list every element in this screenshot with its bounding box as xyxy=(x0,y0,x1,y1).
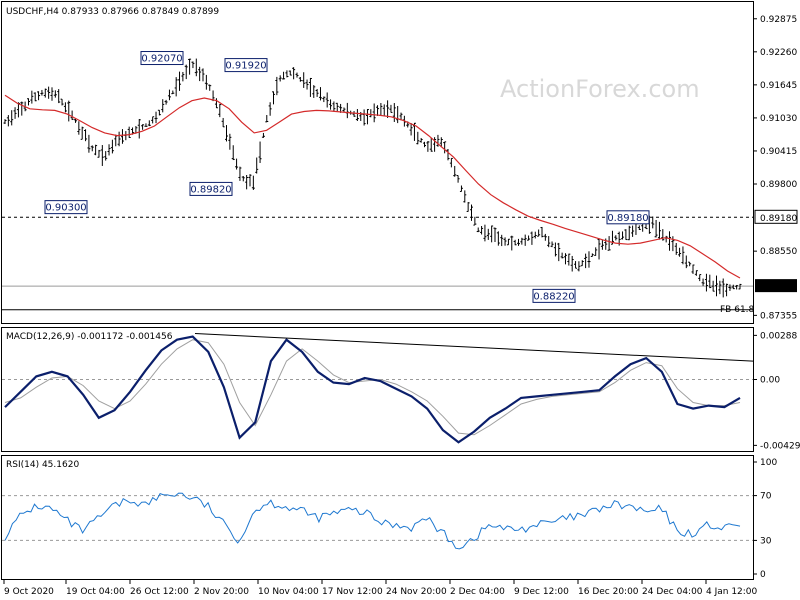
macd-tick-label: 0.00 xyxy=(760,376,780,386)
last-price-box xyxy=(755,279,797,293)
time-tick-label: 17 Nov 12:00 xyxy=(322,587,383,597)
annotation-label: 0.91920 xyxy=(225,61,266,72)
time-tick-label: 16 Dec 20:00 xyxy=(578,587,639,597)
price-tick-label: 0.88550 xyxy=(760,247,797,257)
annotation-label: 0.88220 xyxy=(533,291,574,302)
annotation-box xyxy=(606,210,650,225)
price-panel-frame xyxy=(1,1,754,324)
time-tick-label: 26 Oct 12:00 xyxy=(130,587,189,597)
axis-layer: 0.92875 0.92260 0.91645 0.91030 0.90415 0.898… xyxy=(3,15,800,597)
annotation-label: 0.92070 xyxy=(141,54,182,65)
fib-label: FB 61.8 xyxy=(720,305,755,315)
time-tick-label: 19 Oct 04:00 xyxy=(66,587,125,597)
rsi-panel-frame xyxy=(1,455,754,580)
macd-title: MACD(12,26,9) -0.001172 -0.001456 xyxy=(6,332,173,342)
price-tick-label: 0.87355 xyxy=(760,311,797,321)
macd-trendline xyxy=(194,333,754,362)
price-layer: 0.92070 0.91920 0.90300 0.89820 0.88220 0.891… xyxy=(2,51,753,311)
watermark: ActionForex.com xyxy=(500,75,700,103)
macd-layer xyxy=(2,333,754,444)
rsi-tick-label: 100 xyxy=(760,458,777,468)
annotation-box xyxy=(189,181,233,196)
macd-line xyxy=(4,335,741,444)
annotation-label: 0.89820 xyxy=(190,184,231,195)
macd-tick-label: -0.004298 xyxy=(760,441,800,451)
moving-average-line xyxy=(4,94,741,279)
annotation-label: 0.90300 xyxy=(45,203,86,214)
hline-label: 0.89180 xyxy=(760,214,797,224)
time-tick-label: 10 Nov 04:00 xyxy=(258,587,319,597)
price-tick-label: 0.91030 xyxy=(760,114,797,124)
annotation-box xyxy=(224,58,268,73)
rsi-tick-label: 30 xyxy=(760,536,772,546)
time-tick-label: 2 Nov 20:00 xyxy=(194,587,249,597)
annotation-label: 0.89180 xyxy=(607,213,648,224)
macd-panel-frame xyxy=(1,327,754,452)
rsi-layer xyxy=(2,492,753,550)
price-tick-label: 0.89800 xyxy=(760,180,797,190)
rsi-tick-label: 0 xyxy=(760,570,766,580)
time-tick-label: 9 Dec 12:00 xyxy=(514,587,569,597)
price-tick-label: 0.90415 xyxy=(760,147,797,157)
last-price-label: 0.87899 xyxy=(760,283,797,293)
annotation-box xyxy=(140,51,184,66)
annotation-box xyxy=(44,200,88,215)
time-tick-label: 24 Dec 04:00 xyxy=(642,587,703,597)
macd-tick-label: 0.00288 xyxy=(760,331,797,341)
time-tick-label: 9 Oct 2020 xyxy=(4,587,54,597)
rsi-tick-label: 70 xyxy=(760,492,772,502)
rsi-line xyxy=(4,492,741,550)
time-tick-label: 24 Nov 20:00 xyxy=(386,587,447,597)
annotation-box xyxy=(532,288,576,303)
price-tick-label: 0.91645 xyxy=(760,81,797,91)
time-tick-label: 2 Dec 04:00 xyxy=(450,587,505,597)
rsi-title: RSI(14) 45.1620 xyxy=(6,460,79,470)
time-tick-label: 4 Jan 12:00 xyxy=(706,587,758,597)
hline-label-box xyxy=(754,209,798,224)
price-tick-label: 0.92875 xyxy=(760,15,797,25)
price-tick-label: 0.92260 xyxy=(760,48,797,58)
price-title: USDCHF,H4 0.87933 0.87966 0.87849 0.8789… xyxy=(6,7,219,17)
